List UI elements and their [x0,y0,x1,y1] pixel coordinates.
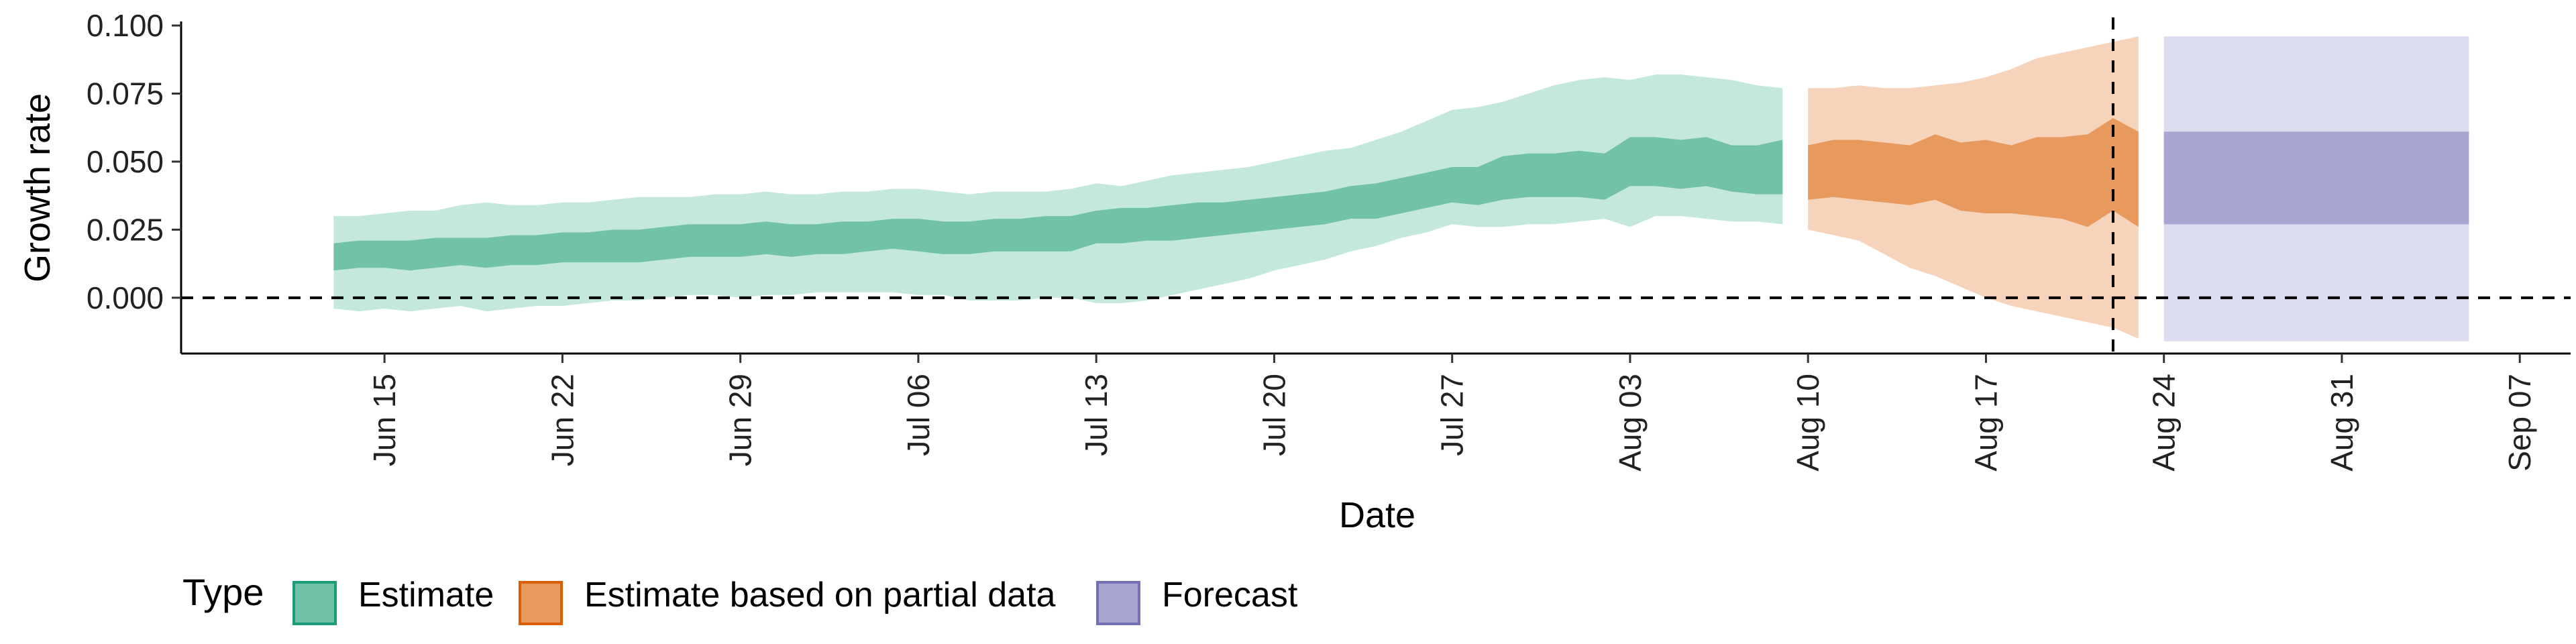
x-tick-label: Aug 03 [1613,374,1648,472]
x-tick-label: Jun 22 [545,374,580,466]
x-tick-label: Aug 24 [2147,374,2182,472]
y-axis-title: Growth rate [17,93,58,282]
y-axis-ticks: 0.000 0.025 0.050 0.075 0.100 [87,8,181,315]
y-tick-label: 0.025 [87,212,164,247]
band-50-series-2 [2163,131,2469,225]
band-50-series-0 [333,137,1783,271]
legend-key [1096,581,1140,625]
x-tick-label: Jul 27 [1435,374,1470,456]
legend-key [519,581,563,625]
x-tick-label: Aug 31 [2324,374,2359,472]
y-tick-label: 0.100 [87,8,164,43]
reference-lines [181,17,2571,354]
band-layer [333,36,2469,341]
legend: Type Estimate Estimate based on partial da… [182,571,1298,625]
y-tick-label: 0.050 [87,144,164,179]
legend-label: Forecast [1162,576,1298,614]
x-tick-label: Jun 29 [723,374,758,466]
x-tick-label: Jul 20 [1256,374,1291,456]
band-50-series-1 [1808,118,2139,227]
x-axis-ticks: Jun 15 Jun 22 Jun 29 Jul 06 Jul 13 Jul 20 Jul … [367,354,2537,472]
x-tick-label: Jun 15 [367,374,402,466]
x-tick-label: Aug 10 [1790,374,1825,472]
legend-key [292,581,337,625]
legend-label: Estimate [358,576,494,614]
x-axis-title: Date [1339,495,1415,535]
y-tick-label: 0.075 [87,76,164,111]
legend-label: Estimate based on partial data [584,576,1056,614]
y-tick-label: 0.000 [87,280,164,315]
x-tick-label: Jul 06 [901,374,936,456]
legend-title: Type [182,571,264,613]
x-tick-label: Aug 17 [1968,374,2003,472]
x-tick-label: Sep 07 [2502,374,2537,472]
x-tick-label: Jul 13 [1079,374,1114,456]
